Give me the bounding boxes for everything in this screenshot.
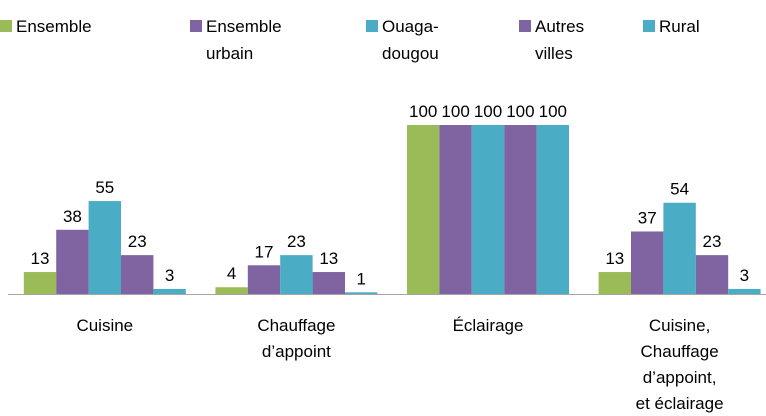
bar: [56, 229, 89, 294]
bar: [471, 125, 505, 294]
data-label: 100: [539, 102, 567, 121]
bar: [312, 272, 345, 294]
data-label: 23: [287, 232, 306, 251]
bar: [280, 255, 313, 294]
bar: [247, 265, 281, 294]
bar: [121, 255, 154, 294]
legend-swatch: [366, 20, 378, 32]
data-label: 23: [703, 232, 722, 251]
data-label: 13: [319, 249, 338, 268]
data-label: 17: [255, 242, 274, 261]
x-tick-label: Cuisine: [76, 316, 133, 335]
data-label: 1: [356, 269, 365, 288]
data-label: 13: [31, 249, 50, 268]
bar: [536, 125, 569, 294]
legend-label: Rural: [659, 17, 700, 36]
data-label: 4: [227, 264, 236, 283]
data-label: 100: [441, 102, 469, 121]
x-tick-label: Chauffage d’appoint: [257, 316, 335, 361]
data-label: 54: [670, 180, 689, 199]
data-label: 55: [95, 178, 114, 197]
bar: [153, 288, 186, 294]
data-label: 13: [605, 249, 624, 268]
legend-label: Autres villes: [535, 17, 584, 63]
bar: [407, 125, 440, 294]
bar: [728, 288, 761, 294]
legend-swatch: [519, 20, 531, 32]
bar: [439, 125, 472, 294]
bar: [631, 231, 664, 294]
data-label: 100: [506, 102, 534, 121]
legend-label: Ouaga-dougou: [382, 17, 439, 63]
bar: [215, 287, 248, 294]
legend-swatch: [190, 20, 202, 32]
data-label: 38: [63, 207, 82, 226]
bar: [504, 125, 537, 294]
data-label: 37: [638, 208, 657, 227]
x-tick-label: Éclairage: [453, 316, 524, 335]
data-label: 3: [165, 266, 174, 285]
bar: [88, 201, 121, 294]
legend-swatch: [643, 20, 655, 32]
bar: [695, 255, 729, 294]
legend-swatch: [0, 20, 12, 32]
data-label: 23: [128, 232, 147, 251]
bar: [345, 292, 378, 294]
legend-label: Ensemble: [16, 17, 92, 36]
bar: [598, 272, 631, 294]
data-label: 100: [474, 102, 502, 121]
data-label: 3: [740, 266, 749, 285]
x-tick-label: Cuisine, Chauffage d’appoint, et éclairage: [636, 316, 724, 413]
legend-label: Ensemble urbain: [206, 17, 282, 63]
data-label: 100: [409, 102, 437, 121]
bar: [663, 202, 696, 294]
bar: [23, 272, 57, 294]
